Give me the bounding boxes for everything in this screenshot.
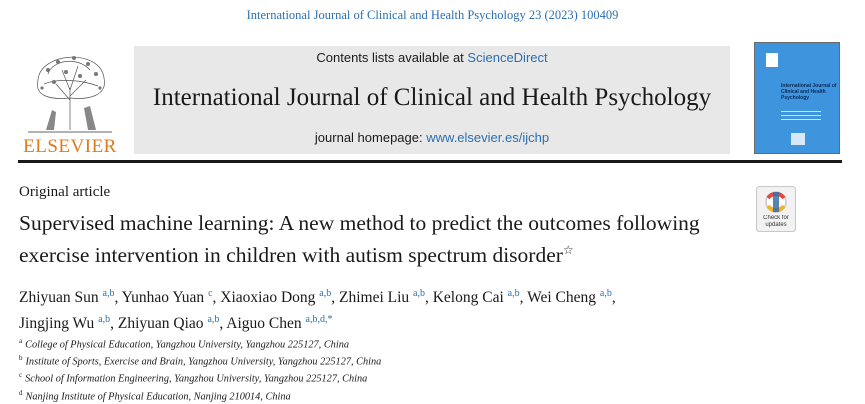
homepage-prefix: journal homepage:	[314, 130, 423, 145]
affiliation-mark: a	[19, 337, 23, 345]
journal-title: International Journal of Clinical and He…	[152, 84, 712, 111]
affiliation-mark: d	[19, 388, 23, 397]
article-type: Original article	[19, 184, 111, 200]
author-name[interactable]: Yunhao Yuan	[121, 289, 205, 307]
author-separator: ,	[212, 289, 217, 307]
affiliation-item: b Institute of Sports, Exercise and Brain…	[19, 352, 779, 369]
author-affiliation-mark[interactable]: a,b	[102, 288, 115, 299]
author-affiliation-mark[interactable]: a,b,d,*	[305, 314, 333, 326]
author-affiliation-mark[interactable]: a,b	[507, 288, 520, 299]
author-list: Zhiyuan Sun a,b, Yunhao Yuan c, Xiaoxiao…	[19, 283, 779, 335]
author-affiliation-mark[interactable]: a,b	[319, 288, 332, 299]
journal-cover-thumbnail[interactable]: International Journal of Clinical and He…	[754, 42, 840, 154]
affiliation-text: Nanjing Institute of Physical Education,…	[25, 391, 291, 403]
cover-title: International Journal of Clinical and He…	[781, 83, 837, 101]
journal-reference[interactable]: International Journal of Clinical and He…	[246, 8, 619, 22]
contents-line: Contents lists available at ScienceDirec…	[134, 50, 730, 65]
author-name[interactable]: Xiaoxiao Dong	[220, 289, 316, 307]
title-footnote-mark[interactable]: ☆	[562, 243, 574, 257]
author-item: Zhimei Liu a,b,	[338, 288, 429, 307]
affiliation-text: College of Physical Education, Yangzhou …	[25, 339, 349, 351]
author-item: Jingjing Wu a,b,	[19, 314, 115, 333]
affiliation-text: School of Information Engineering, Yangz…	[25, 373, 368, 385]
homepage-link[interactable]: www.elsevier.es/ijchp	[426, 130, 550, 145]
article-title: Supervised machine learning: A new metho…	[19, 210, 754, 269]
masthead-banner: Contents lists available at ScienceDirec…	[134, 46, 730, 154]
author-item: Aiguo Chen a,b,d,*	[226, 314, 333, 333]
author-item: Zhiyuan Sun a,b,	[19, 288, 119, 307]
affiliation-item: d Nanjing Institute of Physical Education…	[19, 387, 779, 404]
author-item: Kelong Cai a,b,	[432, 288, 524, 307]
crossmark-icon: Check for updates	[756, 186, 796, 232]
elsevier-tree-icon	[28, 56, 112, 133]
homepage-line: journal homepage: www.elsevier.es/ijchp	[134, 130, 730, 145]
author-separator: ,	[331, 289, 336, 307]
cover-logo-icon	[791, 133, 805, 145]
author-name[interactable]: Zhimei Liu	[338, 289, 410, 307]
journal-header: ELSEVIER Contents lists available at Sci…	[18, 40, 842, 157]
check-for-updates-badge[interactable]: Check for updates	[756, 186, 796, 232]
author-name[interactable]: Wei Cheng	[527, 289, 596, 307]
author-separator: ,	[611, 289, 616, 307]
author-name[interactable]: Zhiyuan Qiao	[117, 315, 204, 333]
author-affiliation-mark[interactable]: a,b	[599, 288, 612, 299]
crossmark-label: Check for updates	[763, 215, 789, 228]
cover-text-lines	[781, 111, 821, 121]
publisher-name: ELSEVIER	[23, 136, 117, 157]
elsevier-logo[interactable]: ELSEVIER	[18, 40, 122, 157]
author-separator: ,	[110, 315, 115, 333]
article-title-text: Supervised machine learning: A new metho…	[19, 211, 700, 268]
author-item: Zhiyuan Qiao a,b,	[117, 314, 224, 333]
affiliation-list: a College of Physical Education, Yangzhou…	[19, 335, 779, 404]
author-separator: ,	[114, 289, 119, 307]
author-separator: ,	[424, 289, 429, 307]
author-affiliation-mark[interactable]: a,b	[207, 314, 220, 326]
affiliation-mark: b	[19, 354, 23, 363]
author-name[interactable]: Kelong Cai	[432, 289, 504, 307]
author-separator: ,	[219, 315, 224, 333]
author-item: Wei Cheng a,b,	[527, 288, 616, 307]
header-divider	[18, 160, 842, 163]
affiliation-mark: c	[19, 371, 23, 380]
affiliation-item: c School of Information Engineering, Yang…	[19, 369, 779, 386]
author-item: Xiaoxiao Dong a,b,	[220, 288, 336, 307]
author-affiliation-mark[interactable]: a,b	[413, 288, 425, 299]
affiliation-item: a College of Physical Education, Yangzhou…	[19, 335, 779, 352]
affiliation-text: Institute of Sports, Exercise and Brain,…	[25, 356, 382, 368]
author-item: Yunhao Yuan c,	[121, 288, 217, 307]
author-affiliation-mark[interactable]: c	[208, 288, 213, 299]
author-name[interactable]: Jingjing Wu	[19, 315, 95, 333]
sciencedirect-link[interactable]: ScienceDirect	[467, 50, 548, 65]
author-name[interactable]: Aiguo Chen	[226, 315, 302, 333]
cover-badge-icon	[766, 53, 778, 67]
author-affiliation-mark[interactable]: a,b	[98, 314, 111, 326]
author-name[interactable]: Zhiyuan Sun	[19, 289, 99, 307]
author-separator: ,	[519, 289, 524, 307]
contents-prefix: Contents lists available at	[316, 50, 464, 65]
